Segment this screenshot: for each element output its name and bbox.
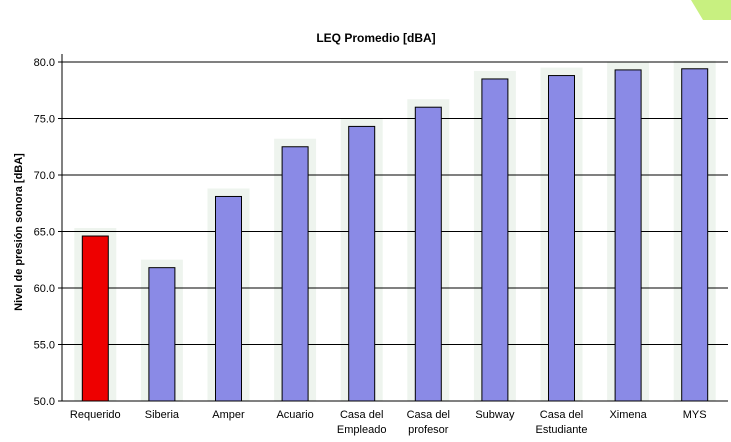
y-tick-label: 70.0 — [34, 170, 55, 182]
y-tick-label: 80.0 — [34, 57, 55, 69]
corner-decoration-path — [691, 0, 731, 20]
y-tick-label: 55.0 — [34, 340, 55, 352]
category-label: Siberia — [145, 409, 180, 421]
category-label: Casa del Empleado — [337, 409, 387, 436]
corner-decoration-shape — [691, 0, 731, 20]
category-label: Subway — [475, 409, 515, 421]
category-label: Requerido — [70, 409, 121, 421]
y-tick-label: 50.0 — [34, 396, 55, 408]
y-tick-label: 65.0 — [34, 227, 55, 239]
bar — [681, 68, 709, 402]
chart-title: LEQ Promedio [dBA] — [316, 31, 435, 45]
y-tick-label: 75.0 — [34, 114, 55, 126]
bar — [148, 267, 176, 402]
corner-decoration — [683, 0, 731, 20]
category-label: Acuario — [276, 409, 313, 421]
y-axis-label: Nivel de presión sonora [dBA] — [13, 153, 25, 311]
category-label: Casa del profesor — [407, 409, 450, 436]
y-tick-label: 60.0 — [34, 283, 55, 295]
category-labels: Requerido Siberia Amper Acuario Casa del Empl… — [70, 409, 707, 436]
bar — [548, 75, 575, 402]
category-label: Ximena — [609, 409, 647, 421]
bar — [614, 69, 642, 402]
bar — [281, 146, 309, 402]
y-tick-labels: 50.0 55.0 60.0 65.0 70.0 75.0 80.0 — [34, 57, 55, 408]
bar — [348, 125, 376, 402]
bar — [215, 195, 242, 402]
bar — [481, 78, 509, 402]
bar-highlight — [81, 235, 109, 402]
axes — [58, 54, 728, 402]
category-label: MYS — [683, 409, 707, 421]
bar — [414, 106, 442, 402]
category-label: Casa del Estudiante — [536, 409, 588, 436]
category-label: Amper — [212, 409, 245, 421]
